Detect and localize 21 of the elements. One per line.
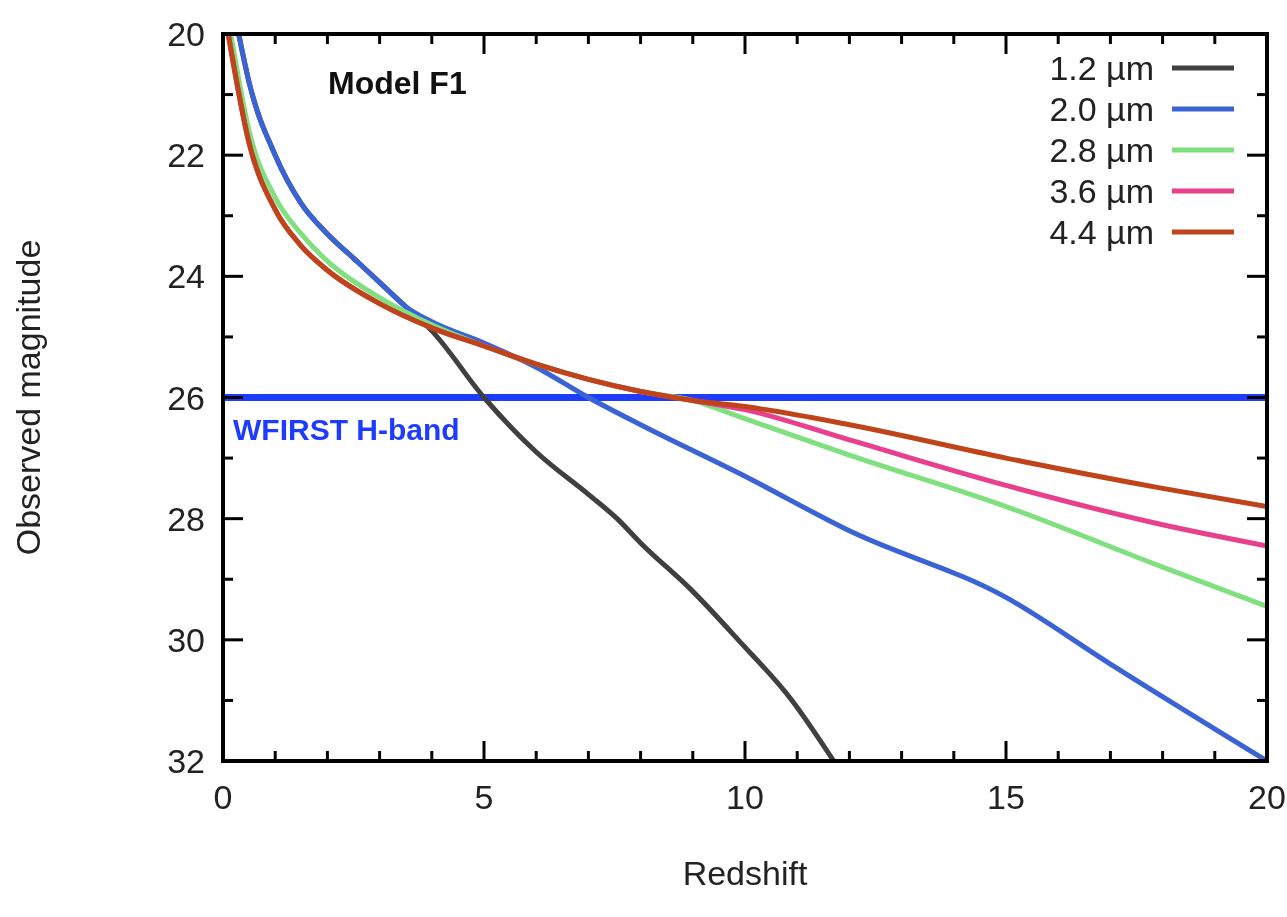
y-axis-title: Observed magnitude (9, 239, 47, 556)
x-tick-label: 20 (1248, 778, 1286, 816)
y-tick-label: 32 (167, 742, 205, 780)
y-tick-label: 28 (167, 499, 205, 538)
annotation: Model F1 (328, 65, 467, 101)
x-tick-label: 5 (474, 778, 494, 816)
x-axis-title: Redshift (682, 854, 808, 892)
legend-label: 3.6 µm (1049, 172, 1154, 210)
legend-label: 2.8 µm (1049, 131, 1154, 169)
y-tick-label: 30 (167, 620, 205, 659)
y-tick-label: 20 (167, 15, 205, 53)
x-tick-label: 0 (213, 778, 233, 816)
legend-label: 4.4 µm (1049, 213, 1154, 251)
legend-label: 2.0 µm (1049, 90, 1154, 128)
y-tick-label: 26 (167, 378, 205, 417)
x-tick-label: 10 (726, 778, 764, 816)
x-tick-label: 15 (987, 778, 1025, 816)
legend-label: 1.2 µm (1049, 49, 1154, 87)
y-tick-label: 22 (167, 136, 205, 175)
y-tick-label: 24 (167, 257, 205, 296)
ref-line-label: WFIRST H-band (233, 412, 460, 446)
